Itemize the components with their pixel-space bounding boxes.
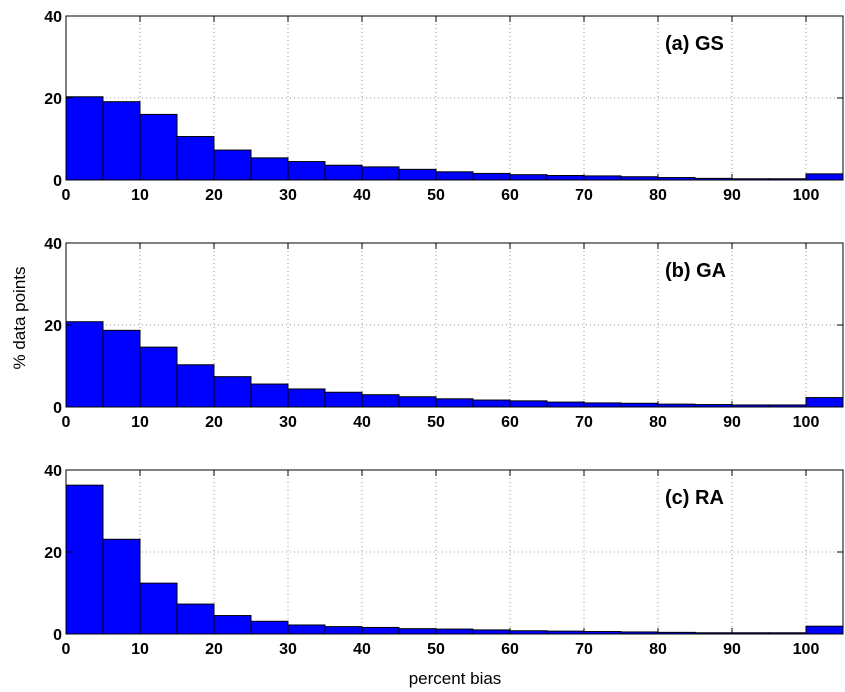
histogram-bar	[805, 397, 844, 408]
x-tick-label: 80	[649, 414, 667, 431]
y-tick-label: 0	[53, 173, 62, 190]
x-tick-label: 40	[353, 187, 371, 204]
x-tick-label: 40	[353, 414, 371, 431]
x-tick-label: 60	[501, 414, 519, 431]
histogram-bar	[398, 168, 437, 181]
y-tick-label: 20	[44, 91, 62, 108]
y-tick-label: 20	[44, 545, 62, 562]
x-tick-label: 60	[501, 641, 519, 658]
x-tick-label: 40	[353, 641, 371, 658]
x-tick-label: 20	[205, 414, 223, 431]
histogram-bar	[620, 402, 659, 408]
histogram-bar	[287, 624, 326, 635]
y-tick-label: 0	[53, 627, 62, 644]
y-tick-label: 40	[44, 9, 62, 26]
x-tick-label: 70	[575, 187, 593, 204]
histogram-bar	[102, 329, 141, 408]
histogram-bar	[509, 174, 548, 181]
histogram-bar	[250, 620, 289, 635]
x-tick-label: 70	[575, 414, 593, 431]
histogram-bar	[213, 149, 252, 181]
x-tick-label: 50	[427, 187, 445, 204]
panel-3: 0 10 20 30 40 50 60 70 80 90 100 0 20 40 (c) RA	[44, 463, 844, 658]
y-tick-label: 0	[53, 400, 62, 417]
panel-2: 0 10 20 30 40 50 60 70 80 90 100 0 20 40 (b) GA	[44, 236, 844, 431]
x-tick-label: 10	[131, 187, 149, 204]
histogram-bar	[176, 364, 215, 408]
histogram-bar	[435, 628, 474, 635]
x-tick-label: 90	[723, 414, 741, 431]
histogram-bar	[65, 484, 104, 635]
x-tick-label: 0	[62, 187, 71, 204]
y-axis-label: % data points	[10, 266, 29, 369]
panel-title: (a) GS	[665, 33, 724, 55]
histogram-bar	[250, 157, 289, 181]
x-tick-label: 100	[793, 641, 820, 658]
histogram-bar	[176, 136, 215, 181]
x-tick-label: 20	[205, 187, 223, 204]
histogram-bar	[176, 603, 215, 635]
histogram-bar	[509, 400, 548, 408]
histogram-bar	[102, 538, 141, 635]
histogram-bar	[324, 164, 363, 181]
x-axis-label: percent bias	[409, 669, 502, 688]
x-tick-label: 90	[723, 641, 741, 658]
x-tick-label: 30	[279, 187, 297, 204]
x-tick-label: 100	[793, 414, 820, 431]
histogram-bar	[435, 398, 474, 408]
histogram-bar	[287, 161, 326, 181]
histogram-bar	[472, 399, 511, 408]
histogram-bar	[65, 96, 104, 181]
panel-title: (b) GA	[665, 260, 726, 282]
histogram-bar	[398, 628, 437, 635]
histogram-bar	[361, 166, 400, 181]
x-tick-label: 30	[279, 414, 297, 431]
histogram-bar	[472, 629, 511, 635]
histogram-bar	[287, 388, 326, 408]
histogram-bar	[583, 175, 622, 181]
x-tick-label: 70	[575, 641, 593, 658]
histogram-bar	[398, 396, 437, 408]
histogram-bar	[250, 383, 289, 408]
x-tick-label: 10	[131, 414, 149, 431]
x-tick-label: 20	[205, 641, 223, 658]
histogram-bar	[472, 172, 511, 181]
histogram-bar	[361, 394, 400, 408]
histogram-bar	[805, 625, 844, 635]
histogram-bar	[139, 346, 178, 408]
x-tick-label: 80	[649, 641, 667, 658]
histogram-bar	[583, 402, 622, 408]
histogram-bar	[324, 391, 363, 408]
x-tick-label: 0	[62, 414, 71, 431]
histogram-bar	[213, 615, 252, 635]
panel-title: (c) RA	[665, 487, 724, 509]
histogram-bar	[65, 321, 104, 408]
histogram-bar	[361, 626, 400, 635]
x-tick-label: 60	[501, 187, 519, 204]
histogram-bar	[213, 376, 252, 408]
histogram-bar	[546, 174, 585, 181]
histogram-bar	[324, 626, 363, 635]
panel-1: 0 10 20 30 40 50 60 70 80 90 100 0 20 40 (a) GS	[44, 9, 844, 204]
histogram-bar	[139, 113, 178, 181]
y-tick-label: 40	[44, 463, 62, 480]
y-tick-label: 40	[44, 236, 62, 253]
histogram-bar	[435, 171, 474, 181]
x-tick-label: 50	[427, 414, 445, 431]
x-tick-label: 80	[649, 187, 667, 204]
histogram-bar	[139, 582, 178, 635]
histogram-bar	[805, 173, 844, 181]
histogram-bar	[102, 101, 141, 181]
x-tick-label: 50	[427, 641, 445, 658]
x-tick-label: 100	[793, 187, 820, 204]
x-tick-label: 90	[723, 187, 741, 204]
histogram-bar	[546, 401, 585, 408]
x-tick-label: 0	[62, 641, 71, 658]
x-tick-label: 30	[279, 641, 297, 658]
x-tick-label: 10	[131, 641, 149, 658]
y-tick-label: 20	[44, 318, 62, 335]
